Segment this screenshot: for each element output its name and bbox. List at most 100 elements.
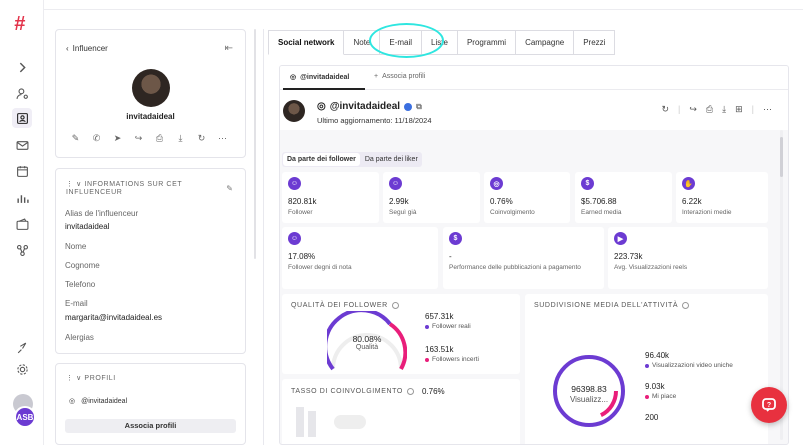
top-divider bbox=[40, 9, 803, 10]
quality-title: QUALITÀ DEI FOLLOWER bbox=[291, 302, 399, 309]
info-section-title[interactable]: ⋮ ∨ INFORMATIONS SUR CET INFLUENCEUR bbox=[66, 181, 183, 196]
instagram-profile-row[interactable]: ◎ @invitadaideal bbox=[69, 397, 128, 406]
stat-card-avg-interactions: ✋ 6.22k Interazioni medie bbox=[676, 172, 768, 223]
stat-label: Seguì già bbox=[389, 209, 417, 216]
send-icon[interactable]: ➤ bbox=[113, 133, 122, 143]
edit-icon[interactable]: ✎ bbox=[71, 133, 80, 143]
dollar-icon: $ bbox=[581, 177, 594, 190]
legend-dot bbox=[645, 363, 649, 368]
audience-toggle: Da parte dei follower Da parte dei liker bbox=[282, 152, 422, 167]
add-to-list-icon[interactable]: ⊞ bbox=[735, 104, 743, 114]
profile-avatar bbox=[132, 69, 170, 107]
help-icon[interactable] bbox=[391, 302, 399, 309]
download-icon[interactable]: ⤓ bbox=[178, 133, 183, 143]
wallet-icon[interactable] bbox=[12, 214, 32, 234]
toggle-followers[interactable]: Da parte dei follower bbox=[283, 153, 360, 166]
profile-header: ◎ @invitadaideal ⧉ Ultimo aggiornamento:… bbox=[280, 90, 788, 130]
tab-programmi[interactable]: Programmi bbox=[457, 30, 517, 55]
expand-chevron-icon[interactable] bbox=[12, 57, 32, 77]
refresh-icon[interactable]: ↻ bbox=[197, 133, 206, 143]
field-value-email[interactable]: margarita@invitadaideal.es bbox=[65, 313, 163, 322]
active-subtab-indicator bbox=[283, 88, 365, 90]
download-icon[interactable]: ⤓ bbox=[722, 104, 727, 114]
divider-icon: | bbox=[678, 104, 681, 114]
field-value-alias[interactable]: invitadaideal bbox=[65, 222, 110, 231]
subtab-instagram-profile[interactable]: ◎ @invitadaideal bbox=[290, 73, 350, 82]
stat-label: Interazioni medie bbox=[682, 209, 732, 216]
tab-prezzi[interactable]: Prezzi bbox=[574, 30, 616, 55]
profiles-section-title[interactable]: ⋮ ∨ PROFILI bbox=[66, 375, 116, 382]
stat-card-following: ☺ 2.99k Seguì già bbox=[383, 172, 480, 223]
calendar-icon[interactable] bbox=[12, 161, 32, 181]
brand-logo-icon[interactable]: # bbox=[14, 13, 26, 35]
stat-label: Performance delle pubblicazioni a pagame… bbox=[449, 264, 581, 271]
rocket-icon[interactable] bbox=[12, 338, 32, 358]
main-scrollbar-thumb[interactable] bbox=[780, 137, 783, 177]
settings-gear-icon[interactable] bbox=[12, 359, 32, 379]
help-icon[interactable] bbox=[682, 302, 690, 309]
refresh-icon[interactable]: ↻ bbox=[661, 104, 670, 114]
plus-icon: + bbox=[374, 73, 379, 80]
stat-value: 0.76% bbox=[490, 197, 513, 206]
engagement-title: TASSO DI COINVOLGIMENTO 0.76% bbox=[291, 387, 445, 396]
tab-campagne[interactable]: Campagne bbox=[516, 30, 575, 55]
print-icon[interactable]: ⎙ bbox=[155, 133, 164, 143]
tab-social-network[interactable]: Social network bbox=[268, 30, 345, 55]
play-icon: ▶ bbox=[614, 232, 627, 245]
quality-percent: 80.08% bbox=[352, 334, 382, 344]
stat-card-notable-followers: ☺ 17.08% Follower degni di nota bbox=[282, 227, 438, 289]
help-icon[interactable] bbox=[406, 388, 414, 395]
quality-label: Qualità bbox=[355, 344, 379, 351]
help-chat-button[interactable]: ? bbox=[751, 387, 787, 423]
dollar-icon: $ bbox=[449, 232, 462, 245]
verified-badge-icon bbox=[404, 102, 413, 111]
influencer-card-icon[interactable] bbox=[12, 108, 32, 128]
quality-gauge bbox=[327, 311, 407, 371]
associate-profiles-button[interactable]: Associa profili bbox=[65, 419, 236, 433]
stat-card-paid-performance: $ - Performance delle pubblicazioni a pa… bbox=[443, 227, 604, 289]
users-search-icon[interactable] bbox=[12, 83, 32, 103]
subtab-associate-profiles[interactable]: + Associa profili bbox=[374, 73, 426, 80]
analytics-icon[interactable] bbox=[12, 188, 32, 208]
influencer-info-card: ⋮ ∨ INFORMATIONS SUR CET INFLUENCEUR ✎ A… bbox=[55, 168, 246, 354]
left-panel-scrollbar[interactable] bbox=[254, 29, 256, 259]
edit-pencil-icon[interactable]: ✎ bbox=[226, 184, 233, 193]
stat-label: Follower bbox=[288, 209, 313, 216]
legend-real-followers: 657.31k Follower reali bbox=[425, 312, 471, 330]
share-icon[interactable]: ↪ bbox=[134, 133, 143, 143]
back-label: Influencer bbox=[72, 44, 108, 53]
more-icon[interactable]: ⋯ bbox=[763, 104, 772, 114]
legend-dot bbox=[425, 357, 429, 362]
legend-dot bbox=[645, 394, 649, 399]
more-icon[interactable]: ⋯ bbox=[218, 133, 227, 143]
activity-title: SUDDIVISIONE MEDIA DELL'ATTIVITÀ bbox=[534, 302, 690, 309]
account-badge[interactable]: ASB bbox=[14, 406, 36, 428]
users-icon: ☺ bbox=[288, 177, 301, 190]
profile-username: invitadaideal bbox=[126, 112, 175, 121]
phone-icon[interactable]: ✆ bbox=[92, 133, 101, 143]
main-scroll-track[interactable] bbox=[780, 130, 783, 440]
legend-uncertain-followers: 163.51k Followers incerti bbox=[425, 345, 479, 363]
collapse-panel-icon[interactable]: ⇤ bbox=[224, 43, 233, 54]
mail-icon[interactable] bbox=[12, 135, 32, 155]
print-icon[interactable]: ⎙ bbox=[705, 104, 714, 114]
instagram-handle: @invitadaideal bbox=[81, 397, 128, 405]
profile-subtabs: ◎ @invitadaideal + Associa profili bbox=[280, 66, 788, 90]
svg-text:?: ? bbox=[767, 402, 771, 409]
toggle-likers[interactable]: Da parte dei liker bbox=[364, 156, 418, 163]
legend-dot bbox=[425, 324, 429, 329]
back-to-influencers-link[interactable]: ‹ Influencer bbox=[66, 44, 108, 53]
profile-header-name: ◎ @invitadaideal ⧉ bbox=[317, 101, 422, 112]
chevron-left-icon: ‹ bbox=[66, 44, 69, 53]
field-label-alergias: Alergias bbox=[65, 333, 94, 342]
profile-actions: ✎ ✆ ➤ ↪ ⎙ ⤓ ↻ ⋯ bbox=[70, 133, 228, 144]
external-link-icon[interactable]: ⧉ bbox=[416, 101, 422, 111]
profile-header-avatar bbox=[283, 100, 305, 122]
hand-icon: ✋ bbox=[682, 177, 695, 190]
share-icon[interactable]: ↪ bbox=[689, 104, 697, 114]
users-icon: ☺ bbox=[288, 232, 301, 245]
engagement-bar bbox=[308, 411, 316, 437]
activity-center-label: Visualizz... bbox=[569, 395, 609, 404]
network-icon[interactable] bbox=[12, 240, 32, 260]
